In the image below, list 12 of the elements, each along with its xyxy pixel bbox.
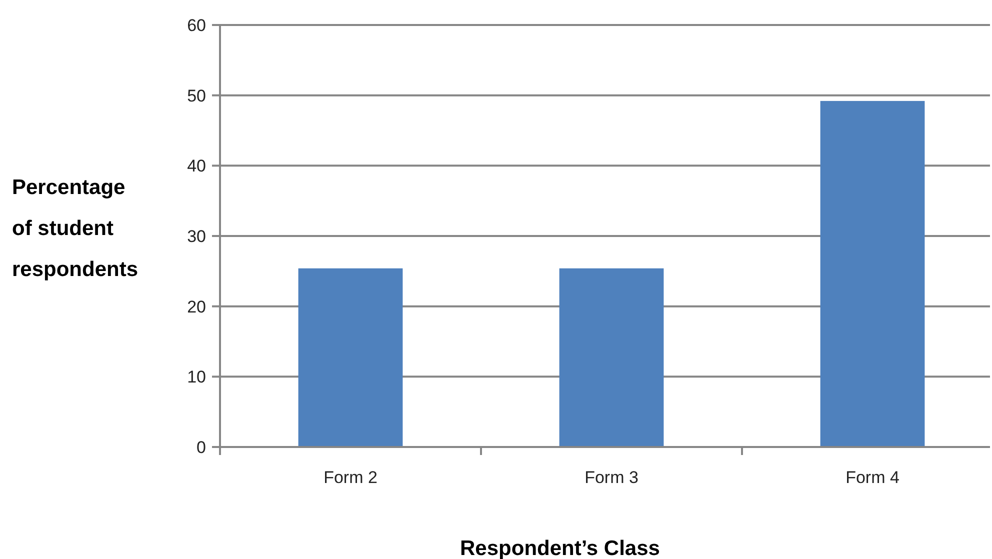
y-axis-title: Percentage of student respondents [12,176,138,281]
y-tick-label: 50 [187,86,206,106]
x-tick-label: Form 3 [584,468,638,487]
y-tick-label: 40 [187,156,206,176]
x-axis-title: Respondent’s Class [460,537,660,559]
x-tick-label: Form 4 [846,468,900,487]
y-tick-label: 10 [187,368,206,387]
y-tick-label: 20 [187,297,206,316]
y-tick-label: 30 [187,226,206,246]
y-tick-label: 60 [187,16,206,35]
y-tick-label: 0 [196,438,206,457]
x-tick-label: Form 2 [324,468,378,487]
